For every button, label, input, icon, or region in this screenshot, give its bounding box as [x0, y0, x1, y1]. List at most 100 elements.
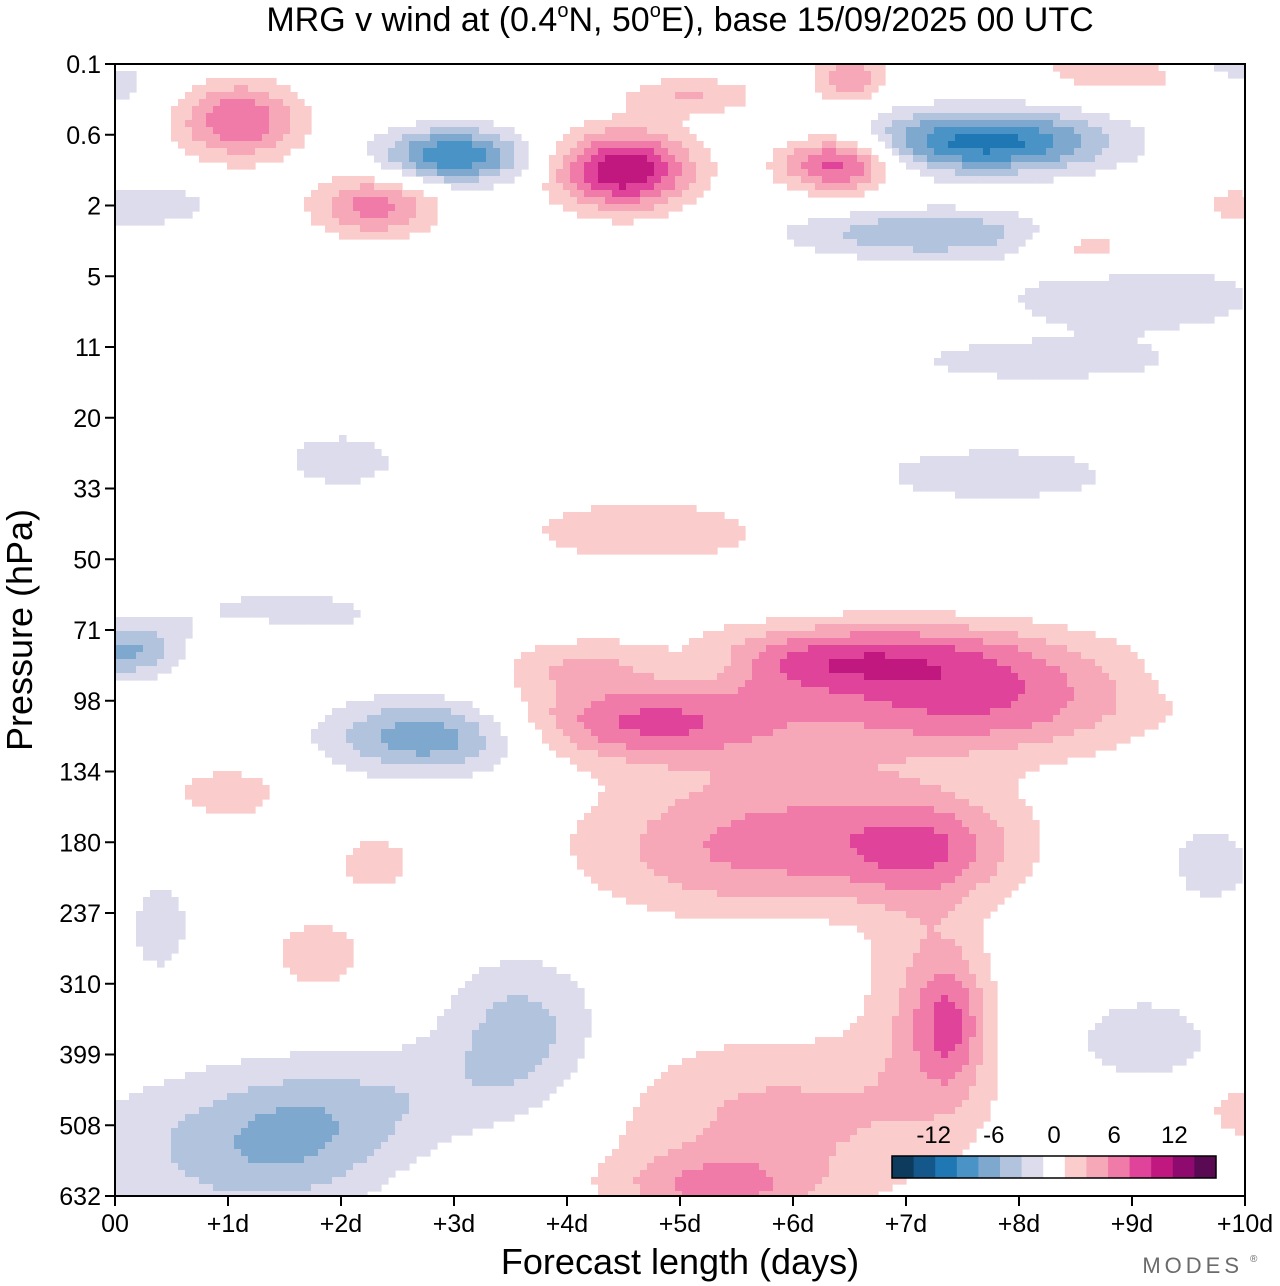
contour-cell: [612, 722, 620, 730]
contour-cell: [1039, 729, 1047, 737]
contour-cell: [829, 624, 837, 632]
contour-cell: [969, 225, 977, 233]
contour-cell: [115, 624, 123, 632]
contour-cell: [892, 148, 900, 156]
contour-cell: [206, 106, 214, 114]
contour-cell: [801, 666, 809, 674]
contour-cell: [899, 253, 907, 261]
contour-cell: [633, 162, 641, 170]
contour-cell: [479, 743, 487, 751]
contour-cell: [752, 778, 760, 786]
contour-cell: [1004, 358, 1012, 366]
contour-cell: [773, 617, 781, 625]
contour-cell: [451, 771, 459, 779]
contour-cell: [1060, 169, 1068, 177]
contour-cell: [829, 617, 837, 625]
contour-cell: [1053, 120, 1061, 128]
contour-cell: [1186, 274, 1194, 282]
contour-cell: [850, 708, 858, 716]
contour-cell: [710, 673, 718, 681]
contour-cell: [906, 225, 914, 233]
contour-cell: [724, 519, 732, 527]
contour-cell: [465, 750, 473, 758]
contour-cell: [1102, 155, 1110, 163]
contour-cell: [647, 715, 655, 723]
contour-cell: [122, 645, 130, 653]
contour-cell: [1088, 155, 1096, 163]
contour-cell: [1067, 680, 1075, 688]
contour-cell: [661, 673, 669, 681]
contour-cell: [941, 778, 949, 786]
contour-cell: [1039, 344, 1047, 352]
contour-cell: [633, 134, 641, 142]
contour-cell: [682, 155, 690, 163]
contour-cell: [899, 736, 907, 744]
contour-cell: [815, 659, 823, 667]
contour-cell: [1018, 666, 1026, 674]
contour-cell: [591, 645, 599, 653]
contour-cell: [598, 729, 606, 737]
contour-cell: [220, 799, 228, 807]
contour-cell: [731, 729, 739, 737]
contour-cell: [878, 225, 886, 233]
contour-cell: [640, 526, 648, 534]
contour-cell: [1046, 302, 1054, 310]
contour-cell: [815, 183, 823, 191]
contour-cell: [787, 764, 795, 772]
contour-cell: [675, 204, 683, 212]
contour-cell: [1032, 309, 1040, 317]
contour-cell: [290, 127, 298, 135]
contour-cell: [878, 771, 886, 779]
contour-cell: [899, 680, 907, 688]
contour-cell: [689, 190, 697, 198]
contour-cell: [136, 204, 144, 212]
contour-cell: [269, 127, 277, 135]
contour-cell: [283, 141, 291, 149]
contour-cell: [339, 435, 347, 443]
contour-cell: [444, 141, 452, 149]
contour-cell: [696, 778, 704, 786]
contour-cell: [465, 162, 473, 170]
contour-cell: [1235, 190, 1243, 198]
contour-cell: [1025, 750, 1033, 758]
contour-cell: [962, 778, 970, 786]
contour-cell: [346, 204, 354, 212]
contour-cell: [899, 246, 907, 254]
contour-cell: [815, 225, 823, 233]
contour-cell: [1060, 701, 1068, 709]
contour-cell: [591, 169, 599, 177]
contour-cell: [661, 127, 669, 135]
contour-cell: [927, 729, 935, 737]
contour-cell: [570, 687, 578, 695]
contour-cell: [598, 134, 606, 142]
contour-cell: [913, 484, 921, 492]
contour-cell: [1074, 246, 1082, 254]
contour-cell: [577, 162, 585, 170]
contour-cell: [591, 771, 599, 779]
contour-cell: [941, 729, 949, 737]
contour-cell: [976, 729, 984, 737]
contour-cell: [745, 645, 753, 653]
contour-cell: [703, 92, 711, 100]
contour-cell: [710, 799, 718, 807]
contour-cell: [682, 645, 690, 653]
contour-cell: [668, 701, 676, 709]
contour-cell: [836, 750, 844, 758]
contour-cell: [864, 617, 872, 625]
contour-cell: [542, 673, 550, 681]
contour-cell: [1137, 701, 1145, 709]
contour-cell: [486, 134, 494, 142]
contour-cell: [759, 764, 767, 772]
contour-cell: [990, 211, 998, 219]
contour-cell: [1144, 708, 1152, 716]
contour-cell: [479, 169, 487, 177]
contour-cell: [738, 652, 746, 660]
contour-cell: [304, 617, 312, 625]
contour-cell: [1018, 694, 1026, 702]
contour-cell: [549, 694, 557, 702]
contour-cell: [185, 99, 193, 107]
contour-cell: [479, 764, 487, 772]
contour-cell: [1046, 456, 1054, 464]
contour-cell: [682, 526, 690, 534]
contour-cell: [689, 92, 697, 100]
